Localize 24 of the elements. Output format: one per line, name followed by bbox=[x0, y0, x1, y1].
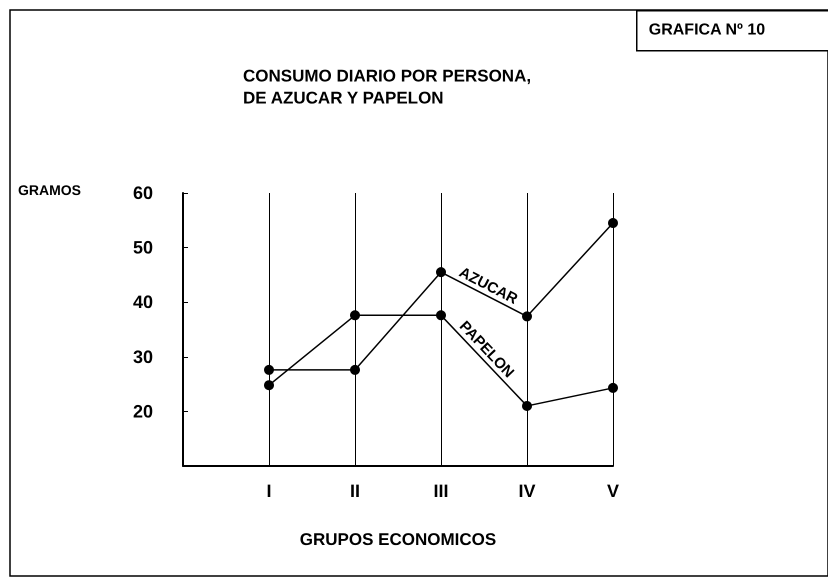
y-tick-label: 20 bbox=[132, 401, 153, 422]
y-axis-title: GRAMOS bbox=[18, 182, 81, 198]
point bbox=[608, 218, 618, 228]
point bbox=[436, 310, 446, 320]
point bbox=[350, 310, 360, 320]
point bbox=[436, 267, 446, 278]
point bbox=[350, 364, 360, 375]
point bbox=[264, 380, 274, 390]
point bbox=[264, 364, 274, 375]
y-tick-label: 30 bbox=[132, 346, 153, 367]
x-tick-label: II bbox=[350, 481, 360, 501]
point bbox=[522, 311, 532, 322]
point bbox=[608, 382, 618, 393]
x-axis-title: GRUPOS ECONOMICOS bbox=[300, 530, 496, 549]
y-tick-label: 50 bbox=[132, 238, 153, 258]
x-tick-label: III bbox=[433, 481, 449, 501]
x-tick-label: IV bbox=[518, 481, 536, 501]
y-tick-label: 60 bbox=[132, 183, 153, 203]
y-tick-label: 40 bbox=[132, 292, 153, 312]
text: GRAFICA Nº 10 bbox=[648, 21, 766, 38]
x-tick-label: I bbox=[266, 481, 272, 501]
x-tick-label: V bbox=[606, 481, 620, 501]
point bbox=[522, 400, 532, 411]
chart-title: CONSUMO DIARIO POR PERSONA, DE AZUCAR Y PAPELON bbox=[243, 66, 532, 108]
